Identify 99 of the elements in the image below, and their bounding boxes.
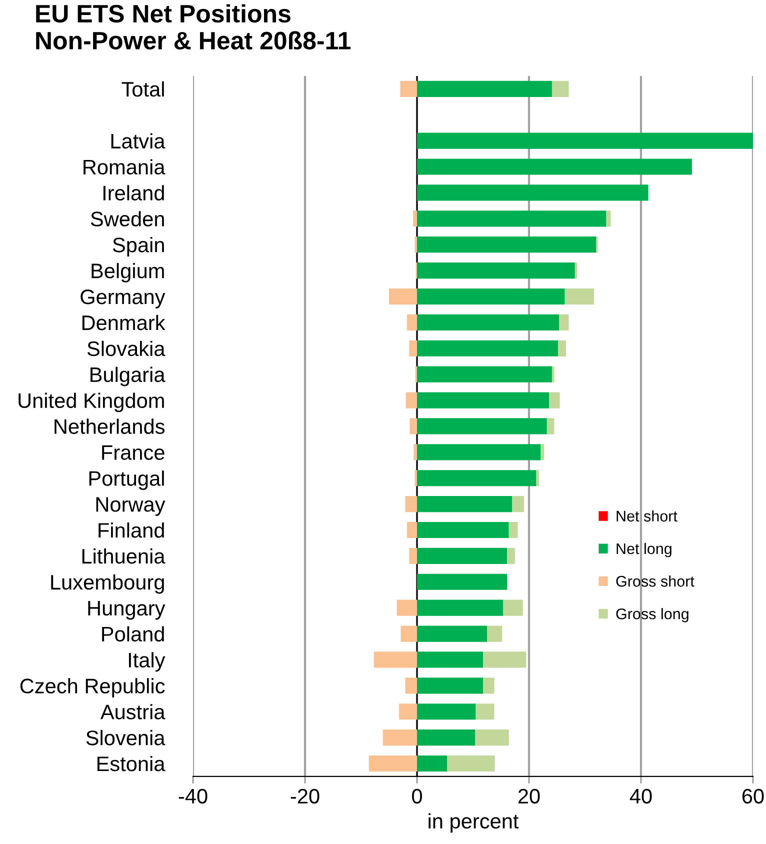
y-tick-label: Bulgaria bbox=[90, 366, 166, 386]
bar bbox=[447, 755, 495, 772]
y-tick-label: Ireland bbox=[103, 185, 164, 200]
bar bbox=[558, 340, 566, 356]
y-tick-label: Hungary bbox=[88, 601, 166, 620]
bar bbox=[417, 470, 536, 486]
bar bbox=[409, 548, 418, 564]
y-tick-label: Finland bbox=[98, 522, 164, 538]
x-axis-title: in percent bbox=[428, 813, 519, 833]
bar bbox=[417, 704, 476, 720]
bar bbox=[406, 522, 418, 538]
bar bbox=[476, 704, 494, 720]
y-tick-label: Slovakia bbox=[87, 340, 166, 356]
y-tick-label: Luxembourg bbox=[51, 574, 164, 594]
bar bbox=[417, 262, 575, 279]
y-tick-label: Total bbox=[122, 81, 164, 97]
bar bbox=[508, 522, 518, 538]
bar bbox=[417, 444, 541, 460]
x-tick-label: 20 bbox=[518, 788, 540, 804]
bar bbox=[417, 652, 484, 668]
bar bbox=[606, 210, 611, 227]
bar bbox=[417, 210, 606, 227]
y-tick-label: France bbox=[102, 445, 164, 460]
bar bbox=[475, 730, 509, 746]
bar bbox=[405, 496, 418, 512]
bar bbox=[417, 548, 508, 564]
bar bbox=[409, 340, 418, 356]
bar bbox=[374, 652, 418, 668]
x-tick-label: 40 bbox=[630, 788, 652, 804]
bar bbox=[382, 730, 418, 746]
bar bbox=[564, 288, 594, 305]
bar bbox=[417, 392, 550, 408]
legend-label: Gross long bbox=[616, 608, 688, 622]
bar bbox=[400, 626, 418, 642]
bar bbox=[546, 418, 554, 434]
bar bbox=[549, 392, 560, 408]
bar bbox=[417, 678, 484, 694]
bar bbox=[406, 392, 418, 408]
y-tick-label: Latvia bbox=[111, 133, 166, 149]
bar bbox=[417, 522, 509, 538]
bar bbox=[417, 626, 488, 642]
y-tick-label: Lithuenia bbox=[82, 548, 166, 564]
x-tick-label: -20 bbox=[290, 788, 320, 804]
bar bbox=[400, 80, 418, 97]
bar bbox=[417, 755, 448, 772]
y-tick-label: Poland bbox=[102, 626, 164, 642]
bar bbox=[417, 496, 512, 512]
y-tick-label: Belgium bbox=[92, 263, 164, 282]
y-tick-label: Denmark bbox=[82, 314, 166, 330]
y-tick-label: Czech Republic bbox=[20, 678, 165, 698]
bar bbox=[410, 418, 418, 434]
y-tick-label: Germany bbox=[80, 289, 166, 308]
bar bbox=[503, 600, 523, 616]
bar bbox=[417, 600, 504, 616]
x-tick-label: 0 bbox=[412, 788, 422, 804]
y-tick-label: Italy bbox=[128, 652, 166, 672]
bar bbox=[417, 418, 547, 434]
bar bbox=[406, 314, 418, 330]
bar bbox=[414, 444, 418, 460]
y-tick-label: Estonia bbox=[97, 756, 166, 772]
bar bbox=[483, 652, 526, 668]
legend-label: Net short bbox=[616, 510, 678, 522]
y-tick-label: Portugal bbox=[89, 470, 164, 490]
y-tick-label: Austria bbox=[100, 704, 166, 720]
legend-label: Gross short bbox=[616, 575, 694, 587]
bar bbox=[368, 755, 418, 772]
bar bbox=[417, 132, 753, 149]
bar bbox=[417, 184, 648, 201]
bar bbox=[417, 314, 560, 330]
bar bbox=[552, 80, 569, 97]
bar bbox=[417, 80, 552, 97]
bar bbox=[487, 626, 502, 642]
bar bbox=[507, 548, 515, 564]
x-tick-label: 60 bbox=[742, 788, 764, 804]
bar bbox=[417, 730, 476, 746]
y-tick-label: Slovenia bbox=[86, 730, 166, 746]
legend-label: Net long bbox=[616, 542, 672, 558]
y-tick-label: Norway bbox=[96, 497, 166, 516]
bar bbox=[389, 288, 418, 305]
bar bbox=[405, 678, 418, 694]
bar bbox=[417, 158, 692, 175]
y-tick-label: Sweden bbox=[90, 211, 164, 226]
bar bbox=[399, 704, 418, 720]
bar bbox=[417, 288, 565, 305]
bar bbox=[559, 314, 569, 330]
bar bbox=[417, 236, 596, 253]
y-tick-label: United Kingdom bbox=[18, 392, 164, 412]
chart-title: EU ETS Net Positions Non-Power & Heat 20ß8-11 bbox=[36, 4, 351, 50]
bar bbox=[417, 574, 508, 590]
y-tick-label: Netherlands bbox=[54, 418, 165, 434]
bar bbox=[396, 600, 418, 616]
bar bbox=[413, 210, 418, 227]
bar bbox=[512, 496, 524, 512]
y-tick-label: Spain bbox=[112, 237, 164, 256]
bar bbox=[417, 366, 552, 382]
x-tick-label: -40 bbox=[178, 788, 208, 804]
bar bbox=[483, 678, 494, 694]
y-tick-label: Romania bbox=[84, 159, 166, 175]
bar bbox=[417, 340, 558, 356]
